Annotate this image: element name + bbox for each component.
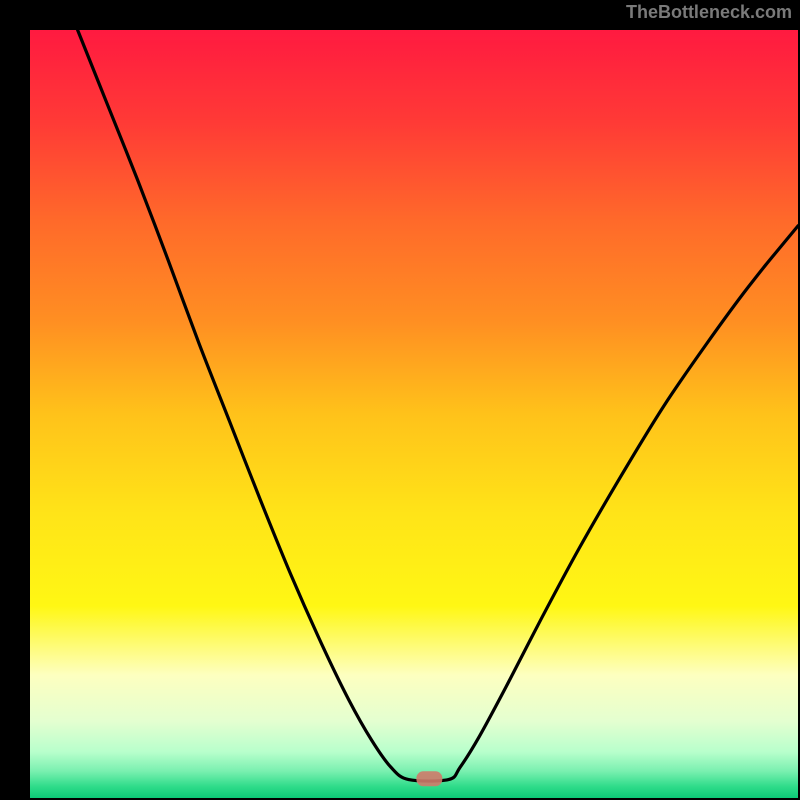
optimal-point-marker [416,771,442,786]
attribution-text: TheBottleneck.com [626,2,792,23]
gradient-background [30,30,798,798]
bottleneck-chart [0,0,800,800]
chart-container: { "attribution": { "text": "TheBottlenec… [0,0,800,800]
